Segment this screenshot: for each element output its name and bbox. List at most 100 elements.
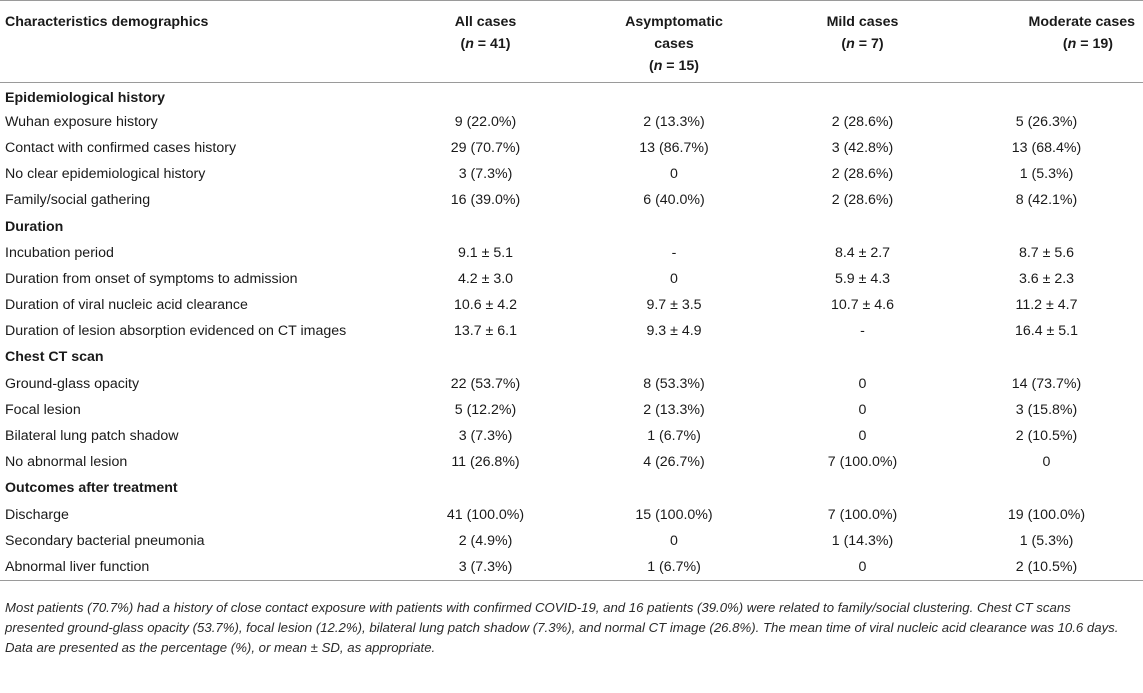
cell-value: 13 (86.7%) <box>639 139 709 156</box>
cell-value: 1 (14.3%) <box>831 532 894 549</box>
cell-value: - <box>860 323 865 340</box>
cell-value: 9.1 ± 5.1 <box>457 244 514 261</box>
cell-value: 8 (53.3%) <box>643 375 705 392</box>
row-label: Bilateral lung patch shadow <box>5 428 179 445</box>
cell-value: 41 (100.0%) <box>446 506 525 523</box>
section-header-row: Outcomes after treatment <box>0 475 1143 501</box>
demographics-table: Characteristics demographics All cases (… <box>0 0 1143 581</box>
cell-value: 8 (42.1%) <box>1015 192 1078 209</box>
cell-value: 1 (5.3%) <box>1019 166 1074 183</box>
cell-value: 9 (22.0%) <box>454 113 517 130</box>
cell-value: 6 (40.0%) <box>643 192 705 209</box>
cell-value: 14 (73.7%) <box>1011 375 1082 392</box>
cell-value: 10.7 ± 4.6 <box>830 297 894 314</box>
section-title: Duration <box>5 218 64 235</box>
row-label: Abnormal liver function <box>0 553 398 581</box>
table-body: Epidemiological history Wuhan exposure hi… <box>0 83 1143 581</box>
cell-value: 5 (12.2%) <box>454 401 517 418</box>
cell-value: 0 <box>858 375 867 392</box>
row-label: No abnormal lesion <box>5 454 128 471</box>
table-row: Discharge 41 (100.0%) 15 (100.0%) 7 (100.0%… <box>0 502 1143 528</box>
cell-value: - <box>671 244 677 261</box>
cell-value: 29 (70.7%) <box>450 139 521 156</box>
cell-value: 8.4 ± 2.7 <box>834 244 891 261</box>
cell-value: 3 (7.3%) <box>458 166 513 183</box>
row-label: Family/social gathering <box>5 192 151 209</box>
row-label: Incubation period <box>5 244 114 261</box>
table-row: Duration of viral nucleic acid clearance… <box>0 292 1143 318</box>
row-label: No clear epidemiological history <box>5 166 206 183</box>
header-all-cases: All cases (n = 41) <box>398 0 573 83</box>
row-label: Wuhan exposure history <box>5 113 158 130</box>
cell-value: 2 (10.5%) <box>1015 428 1078 445</box>
table-row: No clear epidemiological history 3 (7.3%)… <box>0 161 1143 187</box>
table-row: Duration from onset of symptoms to admis… <box>0 266 1143 292</box>
table-footnotes: Most patients (70.7%) had a history of c… <box>5 598 1133 658</box>
cell-value: 7 (100.0%) <box>827 454 898 471</box>
table-row: Family/social gathering 16 (39.0%) 6 (40.0… <box>0 187 1143 213</box>
header-moderate-cases: Moderate cases (n = 19) <box>950 0 1143 83</box>
header-mild-cases: Mild cases (n = 7) <box>775 0 950 83</box>
row-label: Secondary bacterial pneumonia <box>5 532 205 549</box>
table-row: Abnormal liver function 3 (7.3%) 1 (6.7%) 0… <box>0 553 1143 581</box>
row-label: Discharge <box>5 506 69 523</box>
cell-value: 4.2 ± 3.0 <box>457 270 514 287</box>
header-asymptomatic-label: Asymptomatic cases <box>625 14 723 52</box>
cell-value: 5 (26.3%) <box>1015 113 1078 130</box>
cell-value: 2 (4.9%) <box>458 532 513 549</box>
cell-value: 3 (7.3%) <box>458 428 513 445</box>
cell-value: 2 (28.6%) <box>831 113 894 130</box>
section-title: Epidemiological history <box>5 89 166 106</box>
footnote-summary: Most patients (70.7%) had a history of c… <box>5 600 1119 635</box>
section-header-row: Chest CT scan <box>0 344 1143 370</box>
cell-value: 7 (100.0%) <box>827 506 898 523</box>
cell-value: 8.7 ± 5.6 <box>1018 244 1075 261</box>
cell-value: 0 <box>775 553 950 581</box>
section-title: Chest CT scan <box>5 349 104 366</box>
cell-value: 16 (39.0%) <box>450 192 521 209</box>
cell-value: 4 (26.7%) <box>643 454 705 471</box>
table-row: Duration of lesion absorption evidenced … <box>0 318 1143 344</box>
cell-value: 2 (13.3%) <box>643 401 705 418</box>
cell-value: 19 (100.0%) <box>1007 506 1086 523</box>
footnote-data-format: Data are presented as the percentage (%)… <box>5 640 436 655</box>
table-row: Focal lesion 5 (12.2%) 2 (13.3%) 0 3 (15.8%) <box>0 397 1143 423</box>
cell-value: 3 (42.8%) <box>831 139 894 156</box>
cell-value: 1 (5.3%) <box>1019 532 1074 549</box>
row-label: Contact with confirmed cases history <box>5 139 237 156</box>
cell-value: 11 (26.8%) <box>451 454 520 471</box>
table-row: No abnormal lesion 11 (26.8%) 4 (26.7%) 7 (… <box>0 449 1143 475</box>
cell-value: 9.3 ± 4.9 <box>646 323 702 340</box>
row-label: Duration of viral nucleic acid clearance <box>5 297 248 314</box>
cell-value: 2 (28.6%) <box>831 166 894 183</box>
row-label: Duration of lesion absorption evidenced … <box>5 323 347 340</box>
row-label: Focal lesion <box>5 401 81 418</box>
cell-value: 11.2 ± 4.7 <box>1015 297 1078 314</box>
row-label: Ground-glass opacity <box>5 375 140 392</box>
cell-value: 13.7 ± 6.1 <box>453 323 517 340</box>
cell-value: 0 <box>858 428 867 445</box>
section-header-row: Epidemiological history <box>0 83 1143 109</box>
table-row: Wuhan exposure history 9 (22.0%) 2 (13.3%)… <box>0 109 1143 135</box>
cell-value: 16.4 ± 5.1 <box>1014 323 1078 340</box>
header-characteristics: Characteristics demographics <box>0 0 398 83</box>
cell-value: 0 <box>670 270 678 287</box>
table-row: Bilateral lung patch shadow 3 (7.3%) 1 (6.… <box>0 423 1143 449</box>
cell-value: 5.9 ± 4.3 <box>834 270 891 287</box>
table-row: Incubation period 9.1 ± 5.1 - 8.4 ± 2.7 8.7 … <box>0 240 1143 266</box>
table-row: Ground-glass opacity 22 (53.7%) 8 (53.3%) 0… <box>0 371 1143 397</box>
table-header-row: Characteristics demographics All cases (… <box>0 0 1143 83</box>
cell-value: 2 (10.5%) <box>950 553 1143 581</box>
cell-value: 3 (7.3%) <box>398 553 573 581</box>
cell-value: 15 (100.0%) <box>635 506 713 523</box>
section-header-row: Duration <box>0 213 1143 239</box>
cell-value: 9.7 ± 3.5 <box>646 297 702 314</box>
section-title: Outcomes after treatment <box>5 480 178 497</box>
cell-value: 22 (53.7%) <box>450 375 521 392</box>
cell-value: 0 <box>670 166 678 183</box>
header-asymptomatic-cases: Asymptomatic cases (n = 15) <box>573 0 775 83</box>
cell-value: 3.6 ± 2.3 <box>1018 270 1075 287</box>
cell-value: 0 <box>670 532 678 549</box>
cell-value: 1 (6.7%) <box>647 428 701 445</box>
